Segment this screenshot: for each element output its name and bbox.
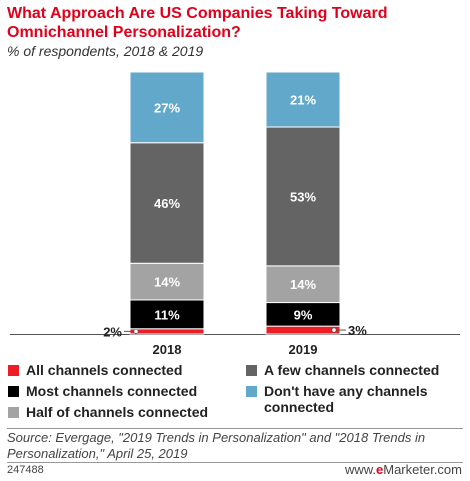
bar-segment-2018-4 — [129, 142, 205, 264]
data-label-2018-5: 27% — [154, 100, 180, 115]
legend-label-all-channels: All channels connected — [26, 362, 183, 378]
footer-divider — [7, 462, 463, 463]
legend-item-most-channels: Most channels connected — [8, 383, 197, 399]
label-dot-2019-1 — [331, 327, 337, 333]
source-note: Source: Evergage, "2019 Trends in Person… — [7, 430, 426, 461]
chart-id: 247488 — [7, 464, 44, 476]
data-label-2019-5: 21% — [290, 93, 316, 108]
bar-segment-2019-5 — [265, 71, 341, 128]
legend-swatch-few-channels — [246, 365, 257, 376]
data-label-2018-2: 11% — [154, 307, 180, 322]
legend-item-few-channels: A few channels connected — [246, 362, 439, 378]
brand-prefix: www. — [344, 462, 377, 477]
legend-swatch-half-channels — [8, 407, 19, 418]
chart-title: What Approach Are US Companies Taking To… — [7, 5, 388, 41]
x-tick-label-2018: 2018 — [153, 342, 182, 357]
brand-suffix: Marketer.com — [383, 462, 462, 477]
stacked-bar-chart: 2% 11% 14% 46% 27% 2018 3% 9% 14% 53% 21% 2019 — [10, 71, 460, 357]
bar-segment-2019-4 — [265, 126, 341, 267]
data-label-2019-4: 53% — [290, 189, 316, 204]
legend-swatch-most-channels — [8, 386, 19, 397]
legend-item-all-channels: All channels connected — [8, 362, 182, 378]
data-label-2019-2: 9% — [294, 307, 313, 322]
chart-subtitle: % of respondents, 2018 & 2019 — [7, 43, 204, 59]
legend-item-half-channels: Half of channels connected — [8, 404, 208, 420]
legend: All channels connected Most channels con… — [0, 362, 470, 428]
bar-segment-2019-1 — [265, 325, 341, 335]
legend-swatch-no-channels — [246, 386, 257, 397]
brand-logo: www.eMarketer.com — [345, 462, 462, 477]
label-dot-2018-1 — [133, 328, 139, 334]
bar-segment-2019-3 — [265, 265, 341, 304]
legend-label-no-channels: Don't have any channels connected — [264, 383, 428, 415]
bar-segment-2018-2 — [129, 299, 205, 330]
legend-label-most-channels: Most channels connected — [26, 383, 198, 399]
data-label-2018-4: 46% — [154, 196, 180, 211]
source-divider — [7, 428, 463, 429]
data-label-2019-1: 3% — [348, 323, 367, 338]
bar-segment-2018-5 — [129, 71, 205, 144]
bar-segment-2018-1 — [129, 328, 205, 335]
legend-swatch-all-channels — [8, 365, 19, 376]
brand-accent: e — [376, 462, 384, 477]
data-label-2019-3: 14% — [290, 277, 316, 292]
legend-label-half-channels: Half of channels connected — [26, 404, 209, 420]
legend-label-few-channels: A few channels connected — [264, 362, 440, 378]
data-label-2018-1: 2% — [103, 324, 122, 339]
data-label-2018-3: 14% — [154, 275, 180, 290]
x-tick-label-2019: 2019 — [289, 342, 318, 357]
legend-item-no-channels: Don't have any channels connected — [246, 383, 446, 415]
